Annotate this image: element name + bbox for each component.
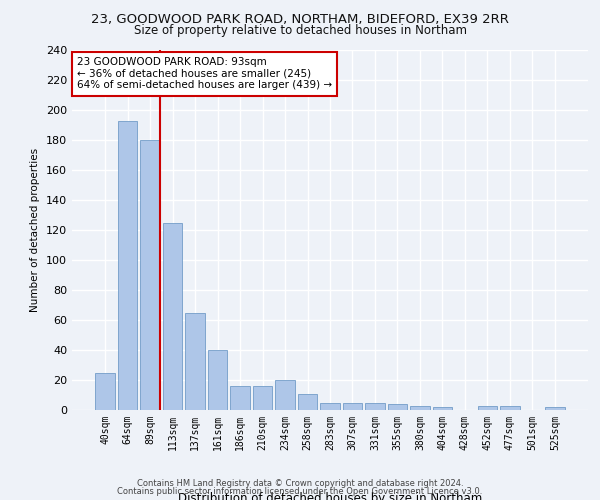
Bar (365, 402, 385, 410)
Bar (118, 120, 137, 410)
X-axis label: Distribution of detached houses by size in Northam: Distribution of detached houses by size … (178, 492, 482, 500)
Text: Size of property relative to detached houses in Northam: Size of property relative to detached ho… (133, 24, 467, 37)
Bar (388, 404, 407, 410)
Bar (208, 350, 227, 410)
Bar (163, 222, 182, 410)
Text: Contains HM Land Registry data © Crown copyright and database right 2024.: Contains HM Land Registry data © Crown c… (137, 478, 463, 488)
Bar (500, 406, 520, 410)
Y-axis label: Number of detached properties: Number of detached properties (31, 148, 40, 312)
Bar (478, 406, 497, 410)
Bar (185, 312, 205, 410)
Text: 23, GOODWOOD PARK ROAD, NORTHAM, BIDEFORD, EX39 2RR: 23, GOODWOOD PARK ROAD, NORTHAM, BIDEFOR… (91, 12, 509, 26)
Bar (410, 406, 430, 410)
Bar (320, 402, 340, 410)
Bar (95, 372, 115, 410)
Bar (253, 386, 272, 410)
Bar (545, 407, 565, 410)
Bar (140, 140, 160, 410)
Bar (433, 407, 452, 410)
Text: 23 GOODWOOD PARK ROAD: 93sqm
← 36% of detached houses are smaller (245)
64% of s: 23 GOODWOOD PARK ROAD: 93sqm ← 36% of de… (77, 57, 332, 90)
Bar (298, 394, 317, 410)
Bar (275, 380, 295, 410)
Bar (343, 402, 362, 410)
Text: Contains public sector information licensed under the Open Government Licence v3: Contains public sector information licen… (118, 487, 482, 496)
Bar (230, 386, 250, 410)
